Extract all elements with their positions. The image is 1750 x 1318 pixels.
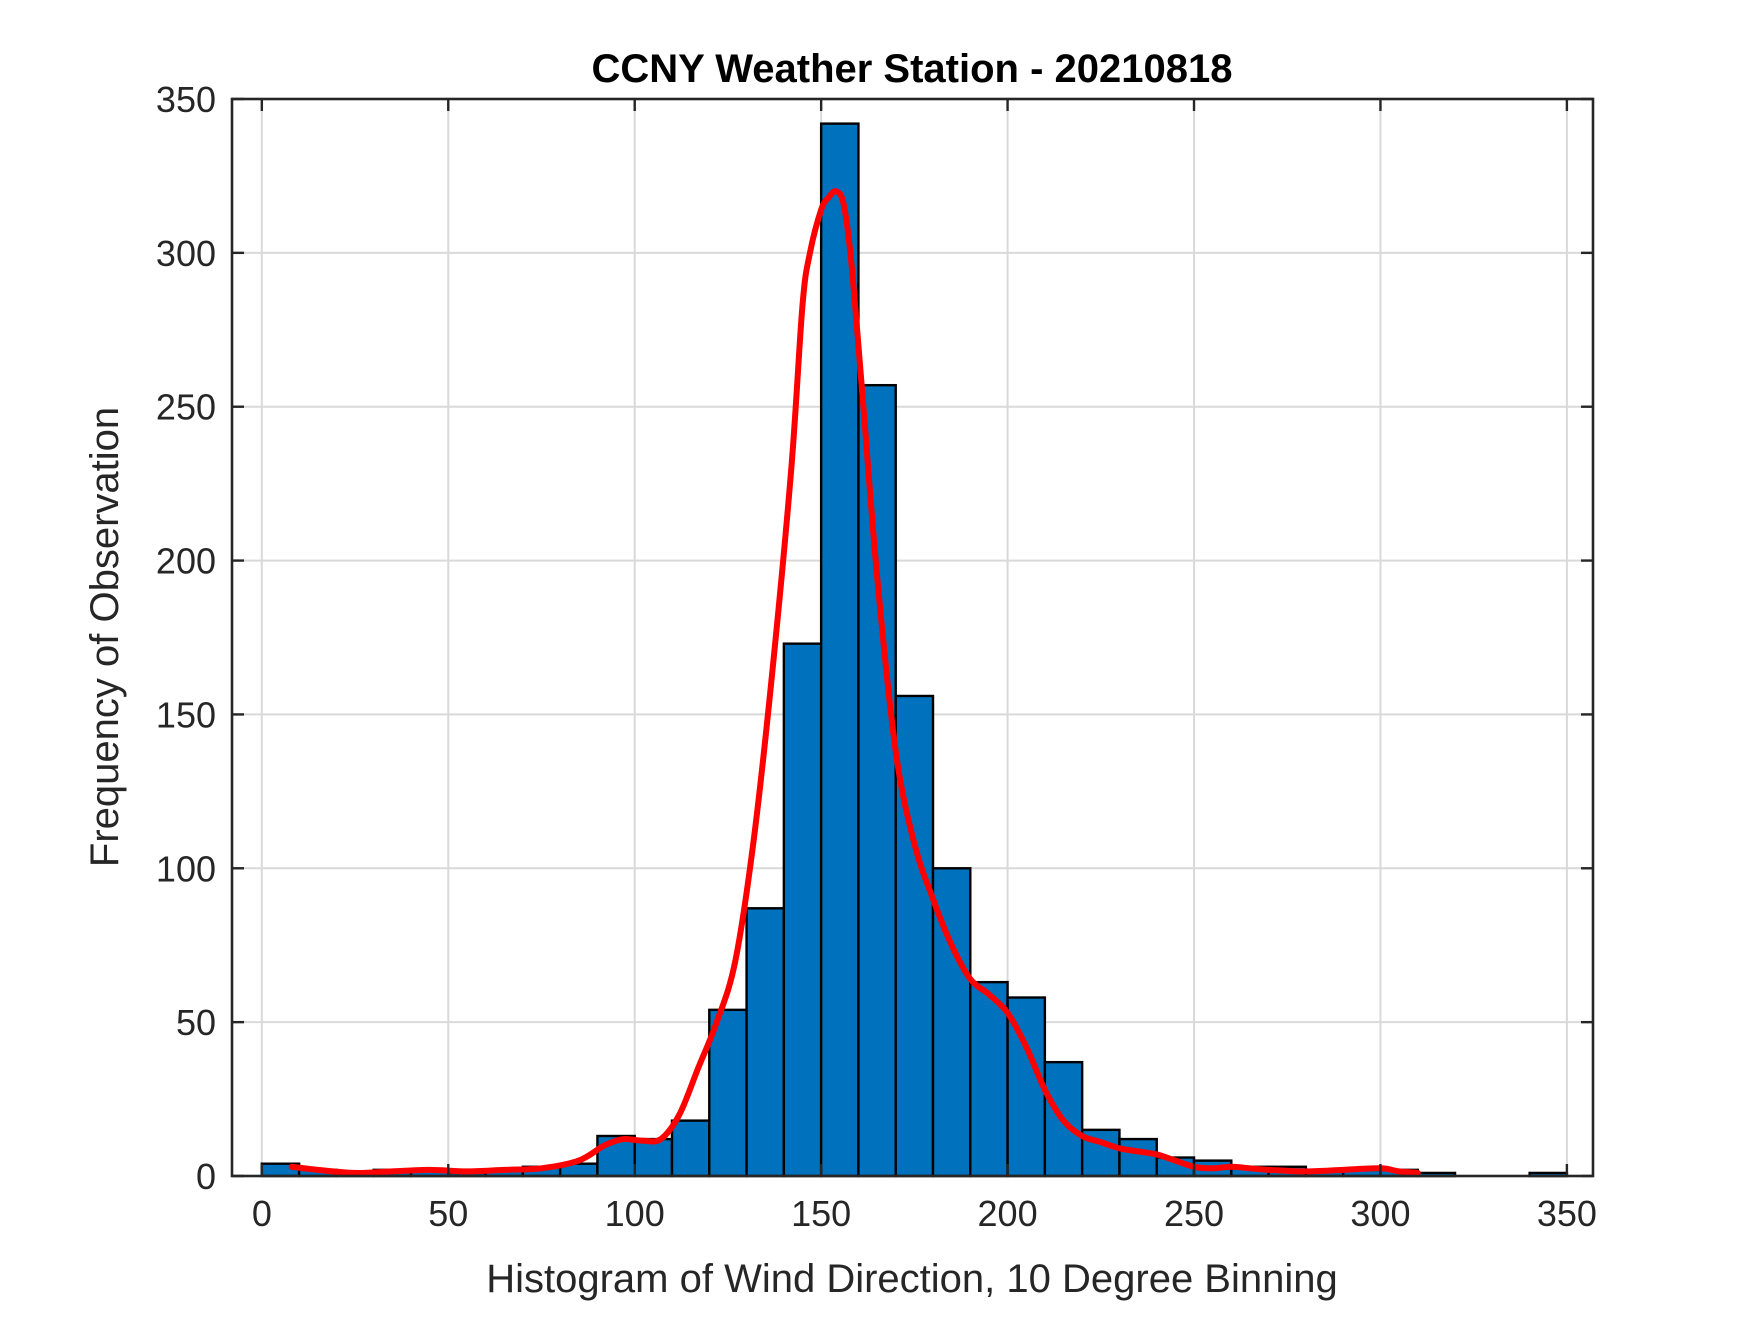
histogram-bar-130	[745, 907, 786, 1178]
histogram-bar-120	[708, 1008, 748, 1178]
fit-curve-line	[288, 188, 1421, 1176]
x-tick-label: 150	[791, 1193, 851, 1234]
x-tick-label: 0	[252, 1193, 272, 1234]
histogram-bar-110	[670, 1119, 711, 1178]
y-tick-label: 50	[176, 1002, 216, 1043]
histogram-bar-190	[969, 980, 1009, 1178]
histogram-bar-170	[894, 694, 935, 1178]
plot-area-border	[230, 97, 1595, 1178]
y-tick-label: 150	[156, 694, 216, 735]
x-tick-label: 50	[428, 1193, 468, 1234]
y-tick-label: 250	[156, 387, 216, 428]
chart-title: CCNY Weather Station - 20210818	[592, 47, 1233, 91]
x-tick-label: 300	[1350, 1193, 1410, 1234]
grid-layer	[232, 99, 1593, 1176]
histogram-bar-230	[1118, 1137, 1158, 1178]
y-tick-label: 0	[196, 1156, 216, 1197]
y-tick-label: 350	[156, 79, 216, 120]
tick-layer	[232, 97, 1593, 1178]
histogram-bar-100	[633, 1137, 674, 1178]
x-tick-label: 350	[1537, 1193, 1597, 1234]
y-tick-label: 300	[156, 233, 216, 274]
tick-label-layer: 0 50 100 150 200 250 300 350 0 50 100 150 200 250 300 3…	[156, 79, 1597, 1234]
y-tick-label: 100	[156, 848, 216, 889]
histogram-bar-140	[782, 642, 823, 1178]
x-axis-label: Histogram of Wind Direction, 10 Degree B…	[486, 1257, 1338, 1301]
histogram-bar-160	[857, 383, 897, 1178]
y-tick-label: 200	[156, 541, 216, 582]
y-axis-label: Frequency of Observation	[83, 407, 127, 867]
bar-layer	[260, 122, 1569, 1178]
x-tick-label: 100	[605, 1193, 665, 1234]
x-tick-label: 250	[1164, 1193, 1224, 1234]
curve-layer	[288, 188, 1421, 1176]
x-tick-label: 200	[978, 1193, 1038, 1234]
